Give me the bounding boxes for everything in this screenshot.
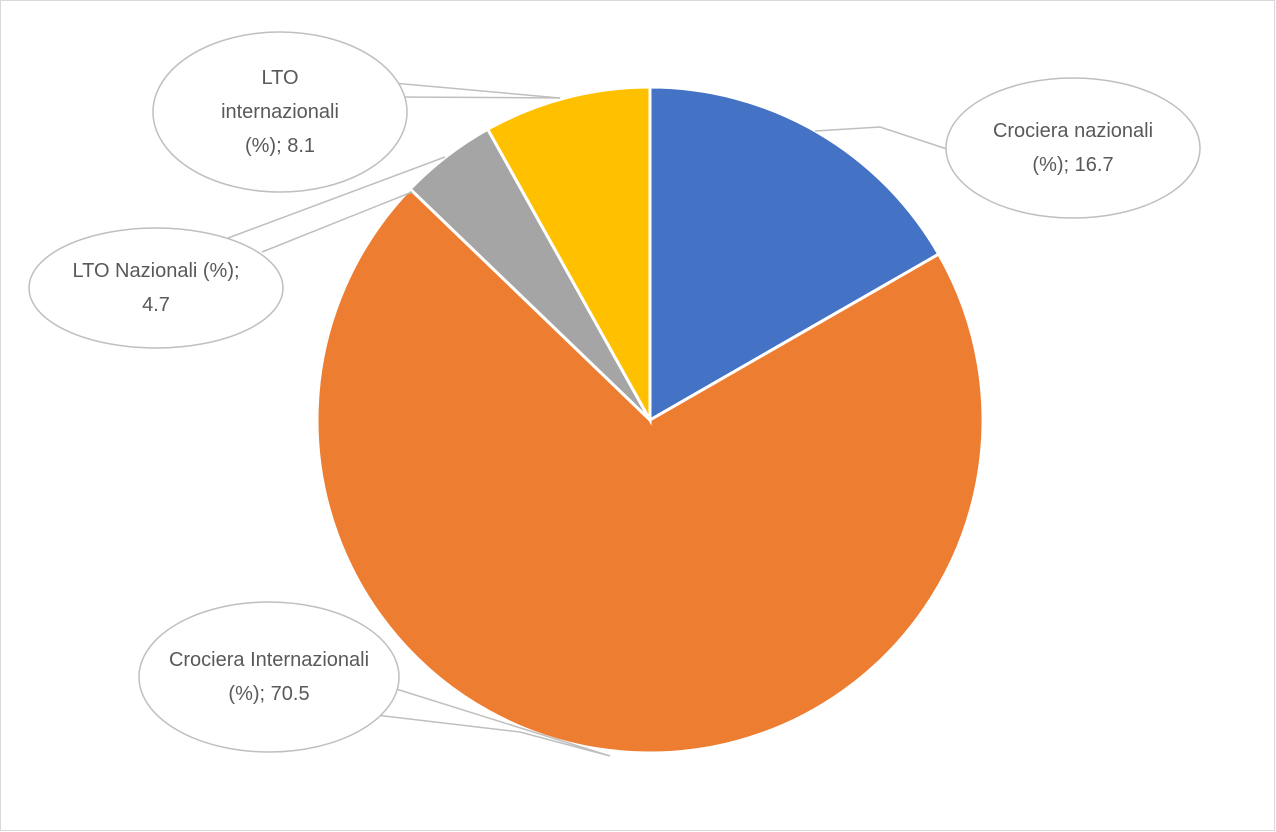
data-label: Crociera nazionali (%); 16.7 [992,120,1154,176]
data-label: LTO internazionali (%); 8.1 [221,67,339,157]
pie-slice [315,186,985,755]
label-bubble [138,601,400,753]
pie-slice [485,85,652,426]
leader-line [227,156,446,239]
leader-line [261,191,413,253]
data-label: Crociera Internazionali (%); 70.5 [168,649,370,705]
leader-line [392,687,611,757]
label-box: LTO Nazionali (%); 4.7 [72,260,240,316]
label-bubble [28,227,284,349]
label-bubble [152,31,408,193]
pie-slice [648,85,941,423]
leader-line [375,714,611,757]
data-label: LTO Nazionali (%); 4.7 [72,260,240,316]
leader-line [397,96,561,99]
label-bubble [945,77,1201,219]
leader-line [814,126,951,151]
label-box: Crociera nazionali (%); 16.7 [992,120,1154,176]
leader-line [392,82,561,99]
label-box: LTO internazionali (%); 8.1 [221,67,339,157]
label-box: Crociera Internazionali (%); 70.5 [168,649,370,705]
